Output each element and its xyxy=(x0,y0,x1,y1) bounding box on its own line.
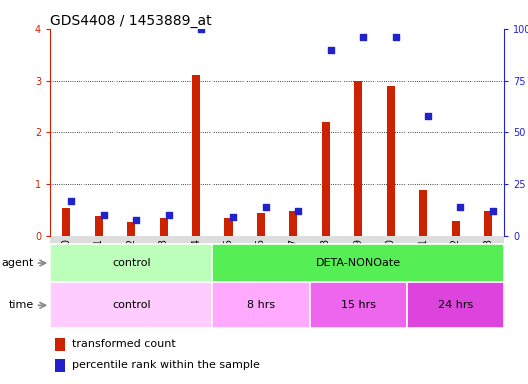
Text: 8 hrs: 8 hrs xyxy=(247,300,275,310)
Text: 24 hrs: 24 hrs xyxy=(438,300,473,310)
Bar xyxy=(375,284,406,326)
Bar xyxy=(289,211,297,236)
Text: agent: agent xyxy=(2,258,34,268)
Bar xyxy=(484,211,492,236)
Bar xyxy=(55,338,65,351)
Bar xyxy=(212,282,309,328)
Bar xyxy=(51,284,82,326)
Bar xyxy=(212,244,504,282)
Bar xyxy=(127,222,135,236)
Point xyxy=(424,113,432,119)
Text: transformed count: transformed count xyxy=(72,339,176,349)
Bar xyxy=(50,236,504,262)
Text: time: time xyxy=(8,300,34,310)
Text: percentile rank within the sample: percentile rank within the sample xyxy=(72,360,260,370)
Bar xyxy=(322,122,330,236)
Text: DETA-NONOate: DETA-NONOate xyxy=(316,258,401,268)
Point xyxy=(488,208,497,214)
Bar xyxy=(310,284,342,326)
Bar xyxy=(50,282,212,328)
Bar xyxy=(62,208,70,236)
Bar xyxy=(181,284,212,326)
Point xyxy=(99,212,108,218)
Bar xyxy=(440,284,471,326)
Bar xyxy=(50,244,212,282)
Point xyxy=(164,212,173,218)
Point xyxy=(391,34,400,40)
Bar xyxy=(55,359,65,372)
Point xyxy=(294,208,303,214)
Bar xyxy=(257,213,265,236)
Bar xyxy=(343,284,374,326)
Bar xyxy=(213,284,244,326)
Point xyxy=(132,217,140,223)
Point xyxy=(456,204,465,210)
Bar xyxy=(148,284,179,326)
Bar xyxy=(116,284,147,326)
Point xyxy=(197,26,205,32)
Bar xyxy=(95,217,103,236)
Bar xyxy=(473,284,504,326)
Bar xyxy=(408,284,439,326)
Bar xyxy=(419,190,427,236)
Text: GDS4408 / 1453889_at: GDS4408 / 1453889_at xyxy=(50,14,212,28)
Text: control: control xyxy=(112,258,150,268)
Text: control: control xyxy=(112,300,150,310)
Bar xyxy=(192,75,200,236)
Bar xyxy=(451,220,460,236)
Point xyxy=(261,204,270,210)
Bar xyxy=(354,81,362,236)
Bar xyxy=(159,218,168,236)
Bar xyxy=(224,218,233,236)
Bar xyxy=(278,284,309,326)
Bar xyxy=(246,284,277,326)
Bar xyxy=(407,282,504,328)
Point xyxy=(359,34,367,40)
Bar xyxy=(386,86,395,236)
Bar xyxy=(83,284,115,326)
Point xyxy=(67,198,76,204)
Point xyxy=(326,46,335,53)
Bar xyxy=(309,282,407,328)
Text: 15 hrs: 15 hrs xyxy=(341,300,376,310)
Point xyxy=(229,214,238,220)
